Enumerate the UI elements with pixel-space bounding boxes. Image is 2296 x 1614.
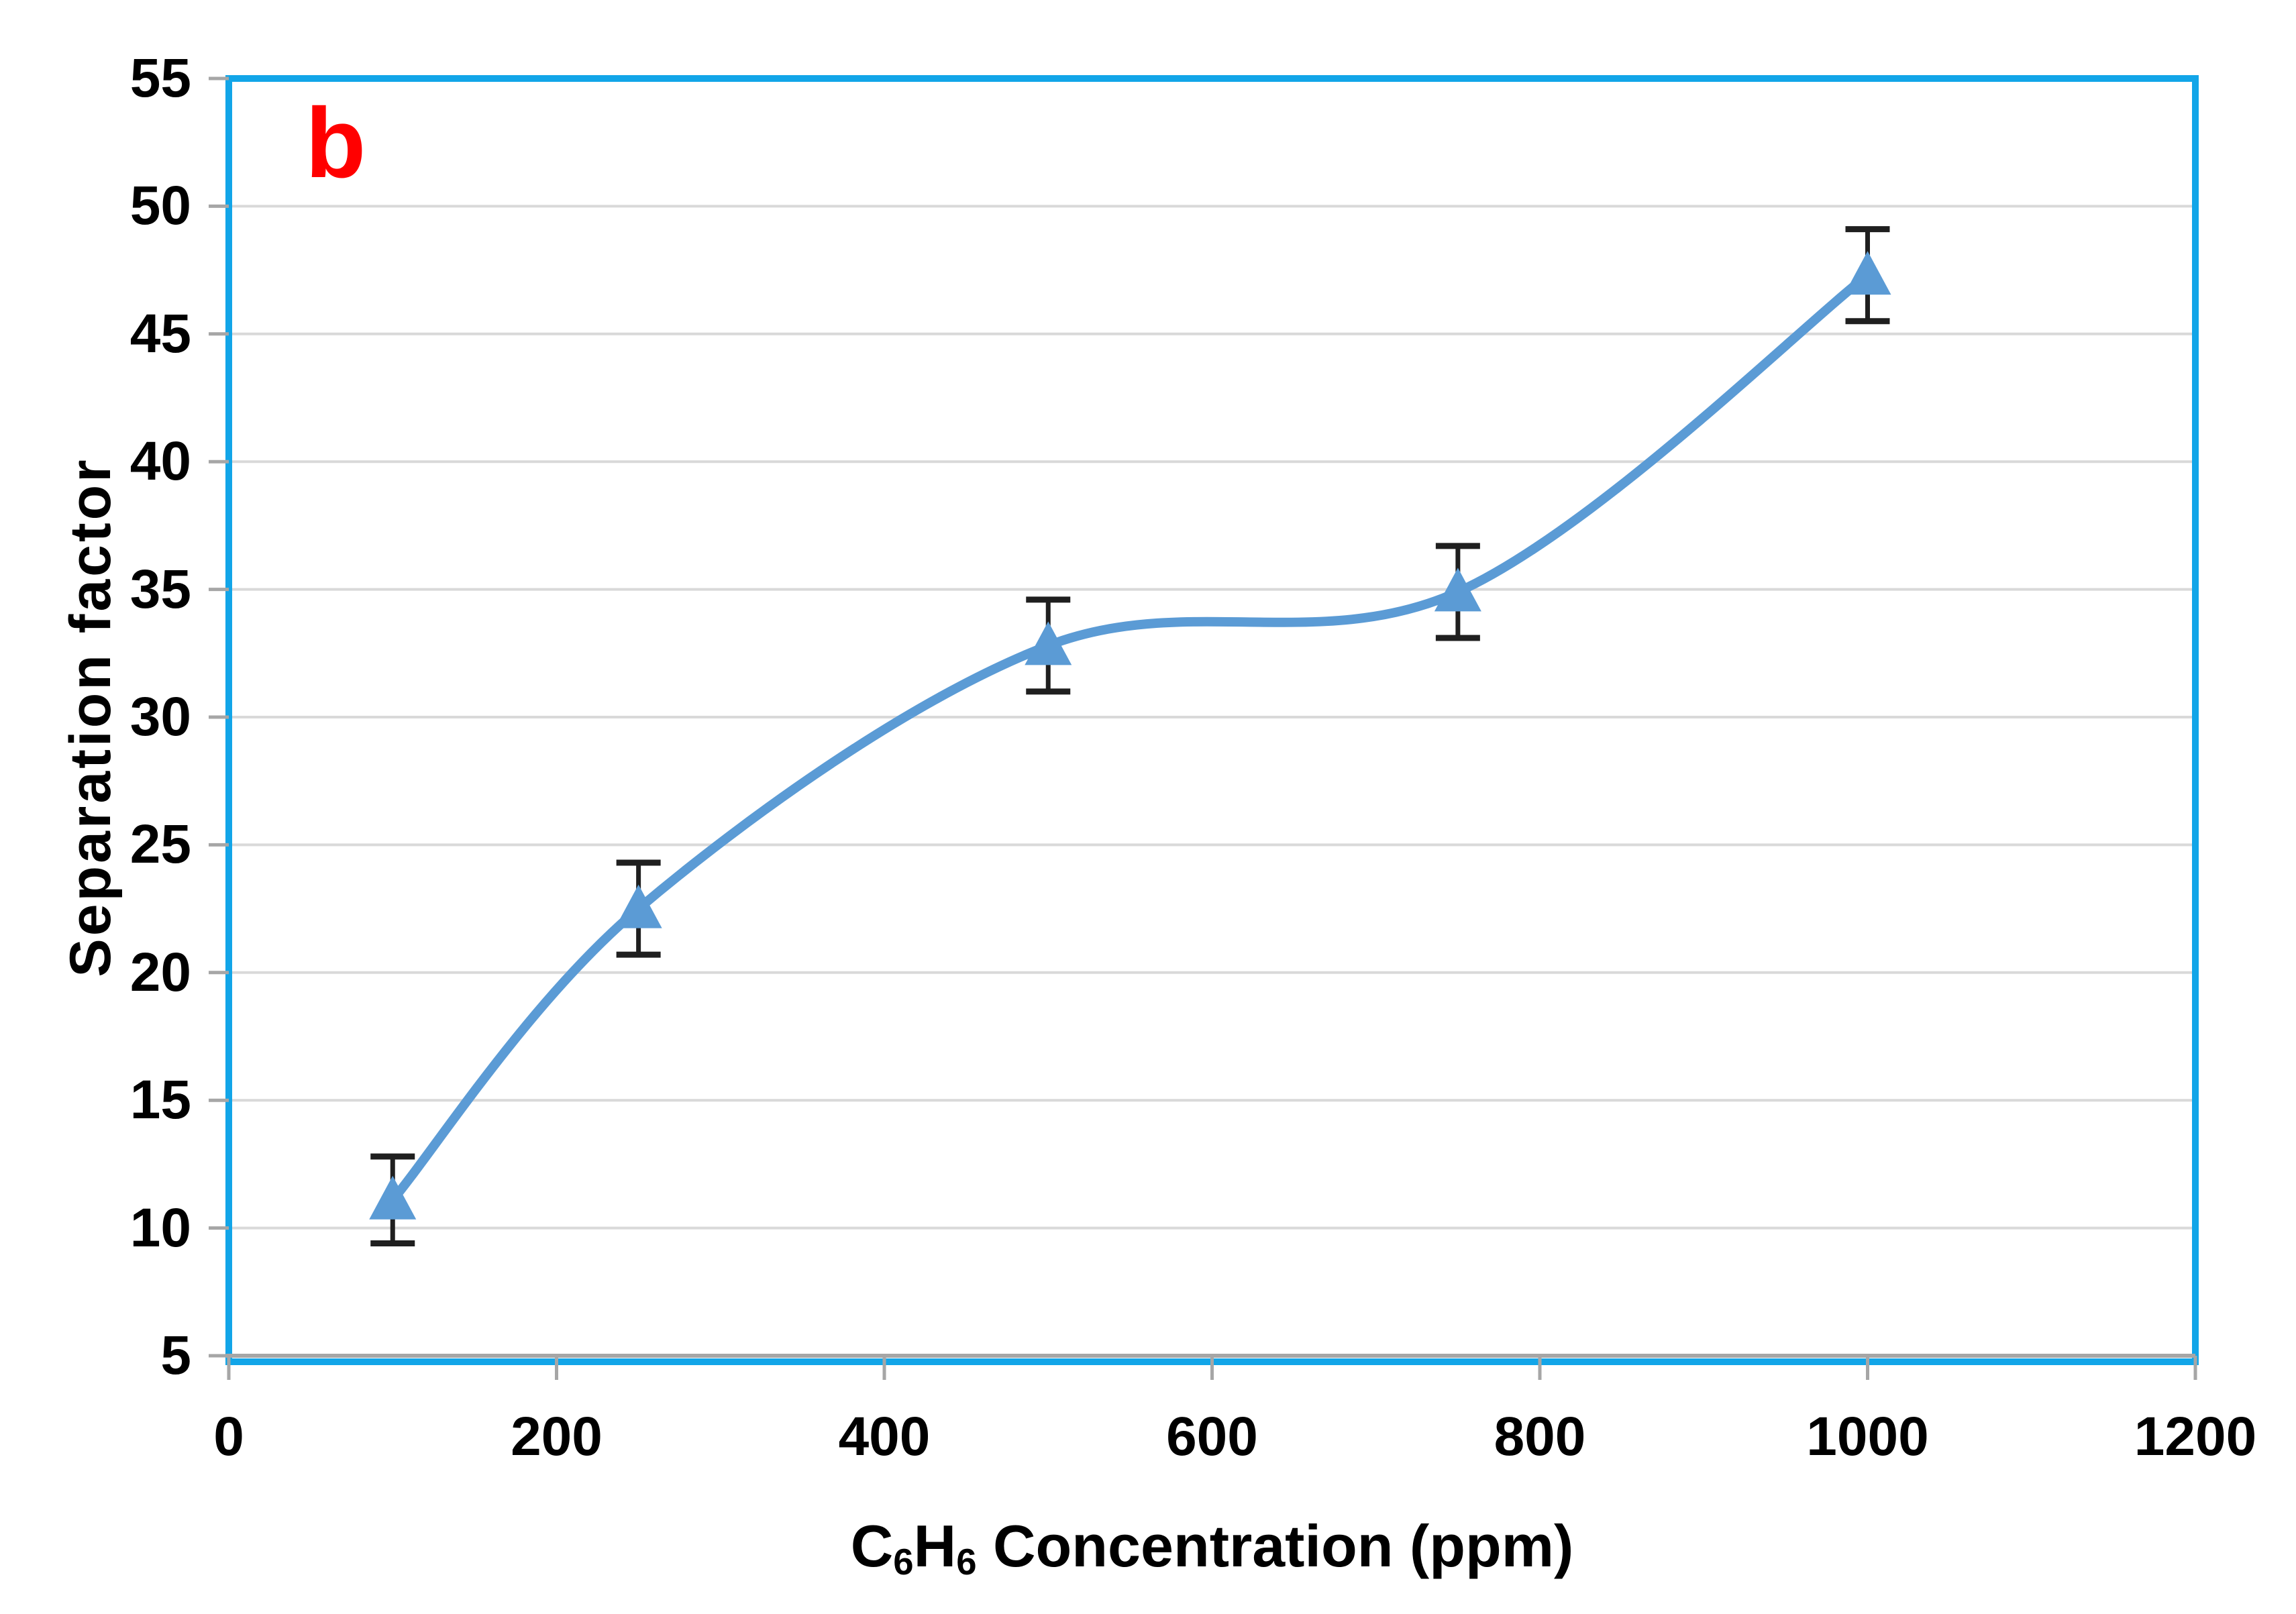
marker-triangle [369,1175,417,1220]
marker-triangle [1025,621,1072,665]
plot-border [225,75,2199,1365]
y-tick-label: 5 [160,1325,191,1386]
y-tick-label: 10 [129,1197,191,1258]
x-tick-label: 600 [1166,1406,1258,1467]
marker-triangle [1844,251,1891,295]
marker-triangle [615,884,662,928]
x-tick-label: 800 [1494,1406,1586,1467]
y-tick-label: 50 [129,175,191,237]
marker-triangle [1434,568,1481,612]
y-tick-label: 20 [129,941,191,1003]
y-tick-label: 25 [129,814,191,875]
x-tick-label: 400 [838,1406,931,1467]
x-tick-label: 1000 [1806,1406,1929,1467]
y-tick-label: 40 [129,431,191,492]
y-tick-label: 30 [129,686,191,747]
y-tick-label: 35 [129,558,191,620]
x-tick-label: 0 [213,1406,244,1467]
y-tick-label: 55 [129,48,191,109]
y-tick-label: 15 [129,1069,191,1131]
panel-label: b [305,88,366,199]
y-tick-label: 45 [129,303,191,364]
x-axis-title: C6H6 Concentration (ppm) [850,1513,1574,1582]
x-tick-label: 200 [511,1406,603,1467]
series-line [388,270,1873,1205]
x-tick-label: 1200 [2134,1406,2257,1467]
